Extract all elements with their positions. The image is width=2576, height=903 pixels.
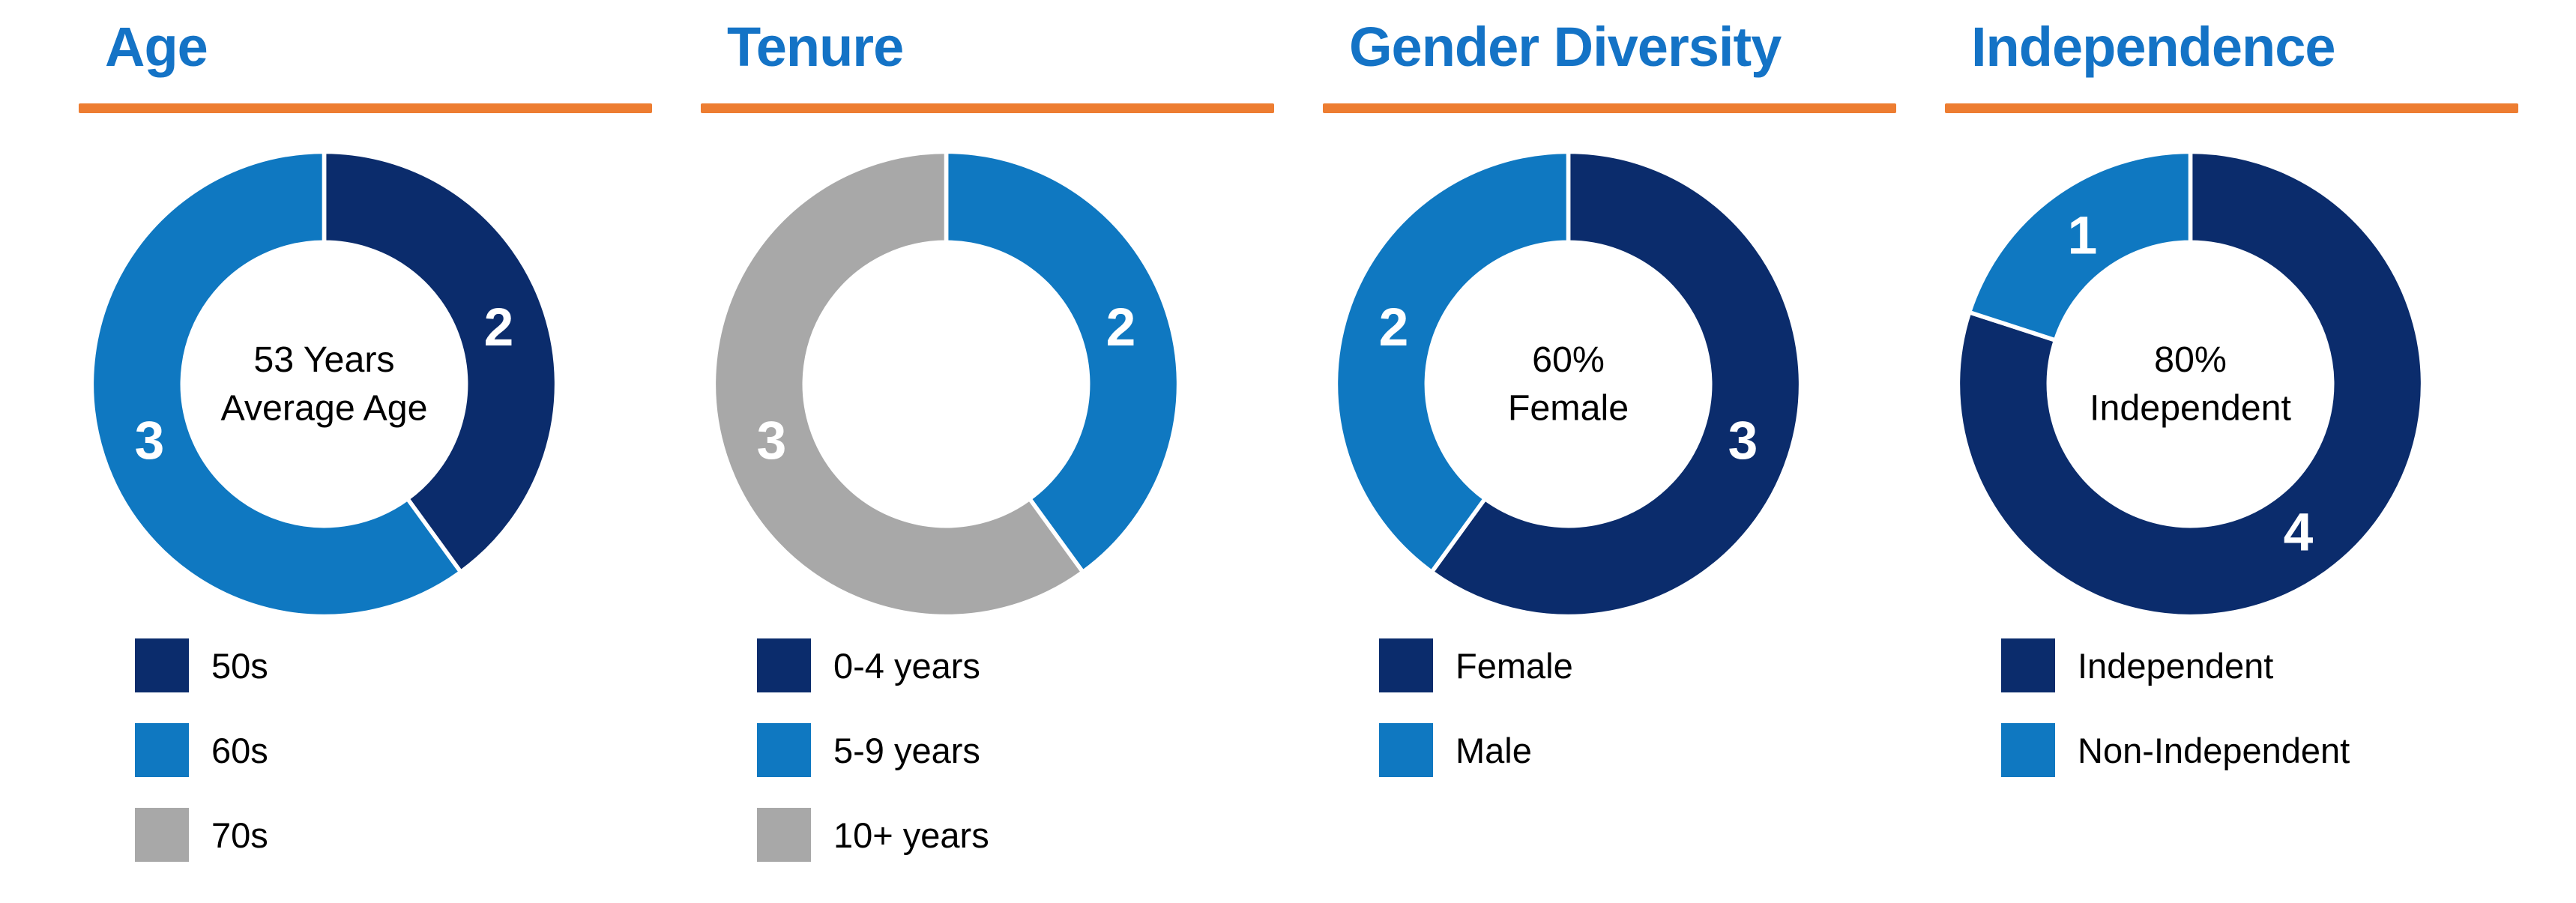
- legend-item-10-years: 10+ years: [757, 808, 989, 862]
- legend-item-male: Male: [1379, 723, 1573, 777]
- donut-center-text-line-2: Female: [1508, 388, 1629, 429]
- legend-label-male: Male: [1456, 730, 1532, 770]
- chart-title-age: Age: [105, 16, 208, 78]
- donut-slice-50s: [322, 149, 559, 576]
- legend-label-5-9-years: 5-9 years: [833, 730, 980, 770]
- donut-chart-tenure: 23: [711, 149, 1181, 619]
- donut-center-text-line-2: Independent: [2090, 388, 2291, 429]
- donut-chart-gender-diversity: 3 2 60% Female: [1333, 149, 1803, 619]
- legend-label-0-4-years: 0-4 years: [833, 645, 980, 686]
- title-underline: [79, 103, 652, 113]
- legend-swatch-male: [1379, 723, 1433, 777]
- chart-column-independence: Independence 4 1 80% Independent Independent N…: [1945, 0, 2518, 903]
- title-underline: [701, 103, 1274, 113]
- chart-column-tenure: Tenure 2 3 0-4 years 5-9 years 10+ years: [701, 0, 1274, 903]
- legend-item-non-independent: Non-Independent: [2001, 723, 2350, 777]
- slice-value-label-male: 2: [1379, 298, 1409, 357]
- slice-value-label-10-years: 3: [757, 411, 787, 471]
- slice-value-label-60s: 3: [135, 411, 165, 471]
- legend-swatch-non-independent: [2001, 723, 2055, 777]
- legend-label-non-independent: Non-Independent: [2078, 730, 2350, 770]
- legend-item-female: Female: [1379, 638, 1573, 692]
- legend-swatch-50s: [135, 638, 189, 692]
- chart-column-age: Age 2 3 53 Years Average Age 50s 60s 70s: [79, 0, 652, 903]
- title-underline: [1323, 103, 1896, 113]
- legend-label-60s: 60s: [211, 730, 268, 770]
- legend-label-70s: 70s: [211, 815, 268, 855]
- legend-swatch-70s: [135, 808, 189, 862]
- legend-item-independent: Independent: [2001, 638, 2350, 692]
- legend-item-70s: 70s: [135, 808, 268, 862]
- legend-swatch-female: [1379, 638, 1433, 692]
- chart-title-tenure: Tenure: [727, 16, 904, 78]
- legend-swatch-5-9-years: [757, 723, 811, 777]
- chart-title-independence: Independence: [1971, 16, 2336, 78]
- chart-column-gender-diversity: Gender Diversity 3 2 60% Female Female Male: [1323, 0, 1896, 903]
- donut-chart-independence: 4 1 80% Independent: [1955, 149, 2425, 619]
- donut-center-text-line-1: 53 Years: [253, 339, 394, 380]
- legend-swatch-60s: [135, 723, 189, 777]
- legend-label-independent: Independent: [2078, 645, 2274, 686]
- legend-item-5-9-years: 5-9 years: [757, 723, 989, 777]
- donut-slice-male: [1333, 149, 1571, 576]
- donut-slice-5-9-years: [944, 149, 1181, 576]
- donut-slice-non-independent: [1967, 149, 2193, 343]
- donut-slice-60s: [89, 149, 464, 619]
- chart-title-gender-diversity: Gender Diversity: [1349, 16, 1782, 78]
- legend-item-50s: 50s: [135, 638, 268, 692]
- legend-item-0-4-years: 0-4 years: [757, 638, 989, 692]
- donut-slice-independent: [1955, 149, 2425, 619]
- legend-label-50s: 50s: [211, 645, 268, 686]
- title-underline: [1945, 103, 2518, 113]
- legend-swatch-10-years: [757, 808, 811, 862]
- donut-slice-female: [1429, 149, 1803, 619]
- donut-center-text-line-2: Average Age: [220, 388, 427, 429]
- legend-item-60s: 60s: [135, 723, 268, 777]
- donut-slice-10-years: [711, 149, 1086, 619]
- slice-value-label-female: 3: [1728, 411, 1758, 471]
- legend-swatch-independent: [2001, 638, 2055, 692]
- legend-label-female: Female: [1456, 645, 1573, 686]
- legend-age: 50s 60s 70s: [135, 638, 268, 862]
- donut-center-text-line-1: 60%: [1532, 339, 1605, 380]
- donut-center-text-line-1: 80%: [2154, 339, 2227, 380]
- legend-tenure: 0-4 years 5-9 years 10+ years: [757, 638, 989, 862]
- donut-chart-age: 2 3 53 Years Average Age: [89, 149, 559, 619]
- legend-gender-diversity: Female Male: [1379, 638, 1573, 777]
- slice-value-label-50s: 2: [484, 298, 514, 357]
- slice-value-label-non-independent: 1: [2068, 205, 2098, 265]
- slice-value-label-independent: 4: [2284, 503, 2314, 563]
- legend-swatch-0-4-years: [757, 638, 811, 692]
- slice-value-label-5-9-years: 2: [1106, 298, 1136, 357]
- legend-independence: Independent Non-Independent: [2001, 638, 2350, 777]
- legend-label-10-years: 10+ years: [833, 815, 989, 855]
